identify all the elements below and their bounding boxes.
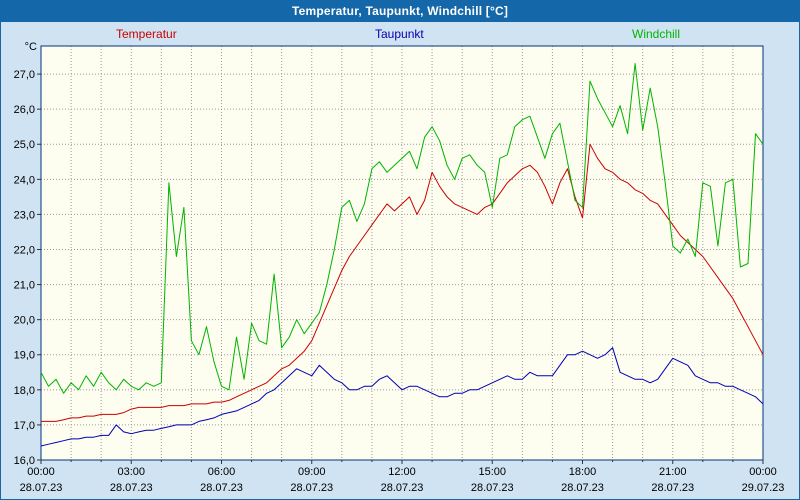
y-tick-label: 25,0 xyxy=(14,139,35,151)
x-tick-time-label: 09:00 xyxy=(298,466,326,478)
legend-taupunkt-label: Taupunkt xyxy=(375,27,424,41)
x-tick-date-label: 28.07.23 xyxy=(200,482,243,494)
series-line-taupunkt xyxy=(40,347,764,447)
y-tick-label: 24,0 xyxy=(14,174,35,186)
y-tick-label: 27,0 xyxy=(14,69,35,81)
y-tick-label: 22,0 xyxy=(14,244,35,256)
x-tick-time-label: 00:00 xyxy=(749,466,777,478)
y-tick-label: 18,0 xyxy=(14,385,35,397)
x-tick-date-label: 28.07.23 xyxy=(651,482,694,494)
x-tick-date-label: 28.07.23 xyxy=(110,482,153,494)
window-title: Temperatur, Taupunkt, Windchill [°C] xyxy=(1,1,799,22)
x-tick-time-label: 03:00 xyxy=(117,466,145,478)
x-tick-date-label: 28.07.23 xyxy=(290,482,333,494)
y-tick-label: 17,0 xyxy=(14,420,35,432)
legend-windchill-label: Windchill xyxy=(632,27,681,41)
x-tick-time-label: 12:00 xyxy=(388,466,416,478)
x-tick-date-label: 28.07.23 xyxy=(561,482,604,494)
y-tick-label: 21,0 xyxy=(14,280,35,292)
x-tick-time-label: 18:00 xyxy=(569,466,597,478)
series-line-windchill xyxy=(40,63,764,394)
y-axis-unit-label: °C xyxy=(25,41,37,53)
y-tick-label: 16,0 xyxy=(14,455,35,467)
x-tick-time-label: 21:00 xyxy=(659,466,687,478)
y-tick-label: 19,0 xyxy=(14,350,35,362)
y-tick-label: 26,0 xyxy=(14,104,35,116)
x-tick-time-label: 06:00 xyxy=(208,466,236,478)
legend-temperatur-label: Temperatur xyxy=(116,27,177,41)
y-tick-label: 23,0 xyxy=(14,209,35,221)
x-tick-time-label: 15:00 xyxy=(478,466,506,478)
x-tick-date-label: 28.07.23 xyxy=(381,482,424,494)
y-tick-label: 20,0 xyxy=(14,315,35,327)
x-tick-time-label: 00:00 xyxy=(27,466,55,478)
series-line-temperatur xyxy=(41,143,764,422)
x-tick-date-label: 29.07.23 xyxy=(742,482,785,494)
x-tick-date-label: 28.07.23 xyxy=(20,482,63,494)
x-tick-date-label: 28.07.23 xyxy=(471,482,514,494)
